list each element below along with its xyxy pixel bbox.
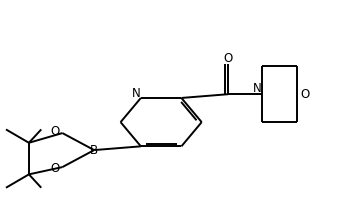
Text: O: O — [50, 162, 59, 175]
Text: O: O — [300, 88, 309, 101]
Text: N: N — [253, 82, 262, 95]
Text: O: O — [50, 125, 59, 138]
Text: O: O — [223, 52, 233, 65]
Text: B: B — [90, 144, 98, 157]
Text: N: N — [132, 87, 141, 100]
